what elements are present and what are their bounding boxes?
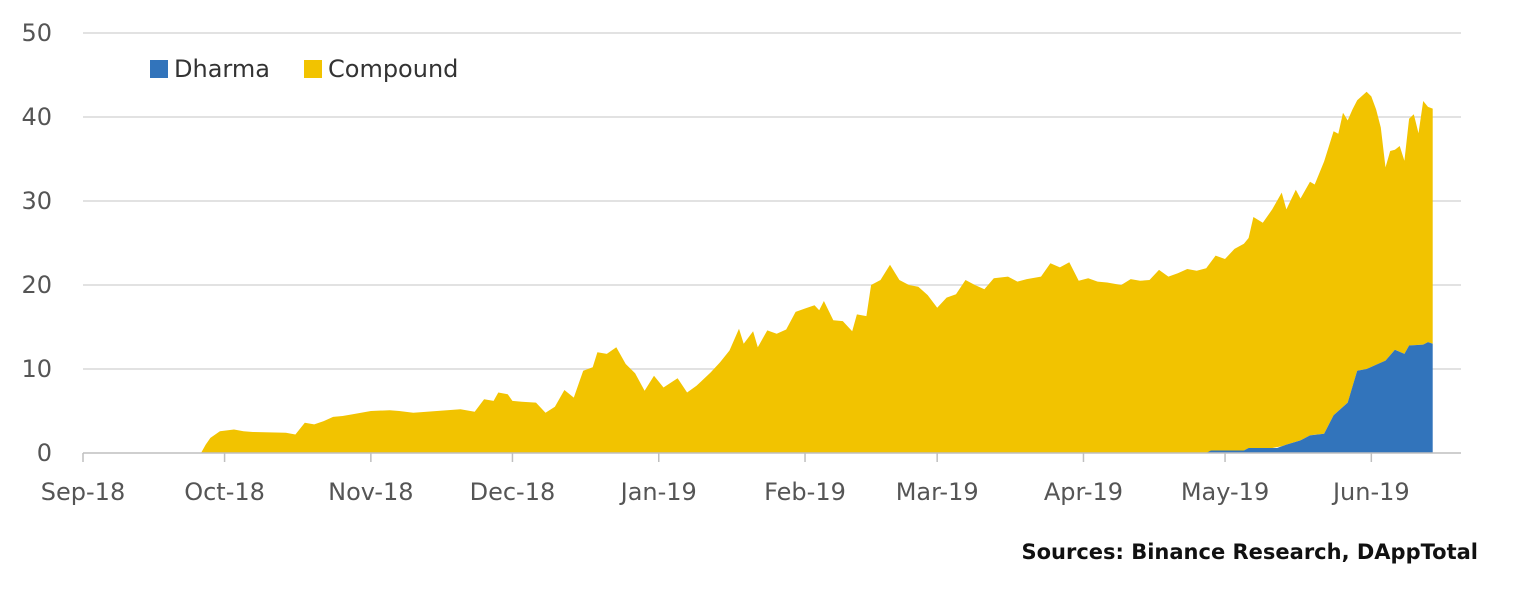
- y-tick-label: 50: [21, 19, 52, 47]
- x-tick-label: Nov-18: [328, 478, 413, 506]
- x-tick-label: Oct-18: [184, 478, 265, 506]
- x-tick-label: Sep-18: [41, 478, 125, 506]
- x-tick-label: Jun-19: [1331, 478, 1410, 506]
- legend: Dharma Compound: [150, 55, 458, 83]
- legend-label-dharma: Dharma: [174, 55, 270, 83]
- source-note: Sources: Binance Research, DAppTotal: [1021, 540, 1478, 564]
- x-tick-label: Mar-19: [896, 478, 979, 506]
- legend-swatch-dharma: [150, 60, 168, 78]
- series-area-dharma: [83, 342, 1433, 453]
- legend-label-compound: Compound: [328, 55, 458, 83]
- y-tick-label: 10: [21, 355, 52, 383]
- area-series: [83, 91, 1433, 454]
- y-tick-label: 20: [21, 271, 52, 299]
- y-tick-label: 0: [37, 439, 52, 467]
- legend-swatch-compound: [304, 60, 322, 78]
- y-tick-label: 30: [21, 187, 52, 215]
- x-tick-label: Apr-19: [1044, 478, 1123, 506]
- y-tick-label: 40: [21, 103, 52, 131]
- x-tick-label: Jan-19: [619, 478, 697, 506]
- axes: 0 10 20 30 40 50 Sep-18 Oct-18 Nov-18 Dec-18 Jan-1…: [21, 19, 1461, 506]
- series-area-compound: [83, 91, 1433, 454]
- x-tick-label: May-19: [1181, 478, 1269, 506]
- x-tick-label: Dec-18: [470, 478, 556, 506]
- x-tick-label: Feb-19: [764, 478, 846, 506]
